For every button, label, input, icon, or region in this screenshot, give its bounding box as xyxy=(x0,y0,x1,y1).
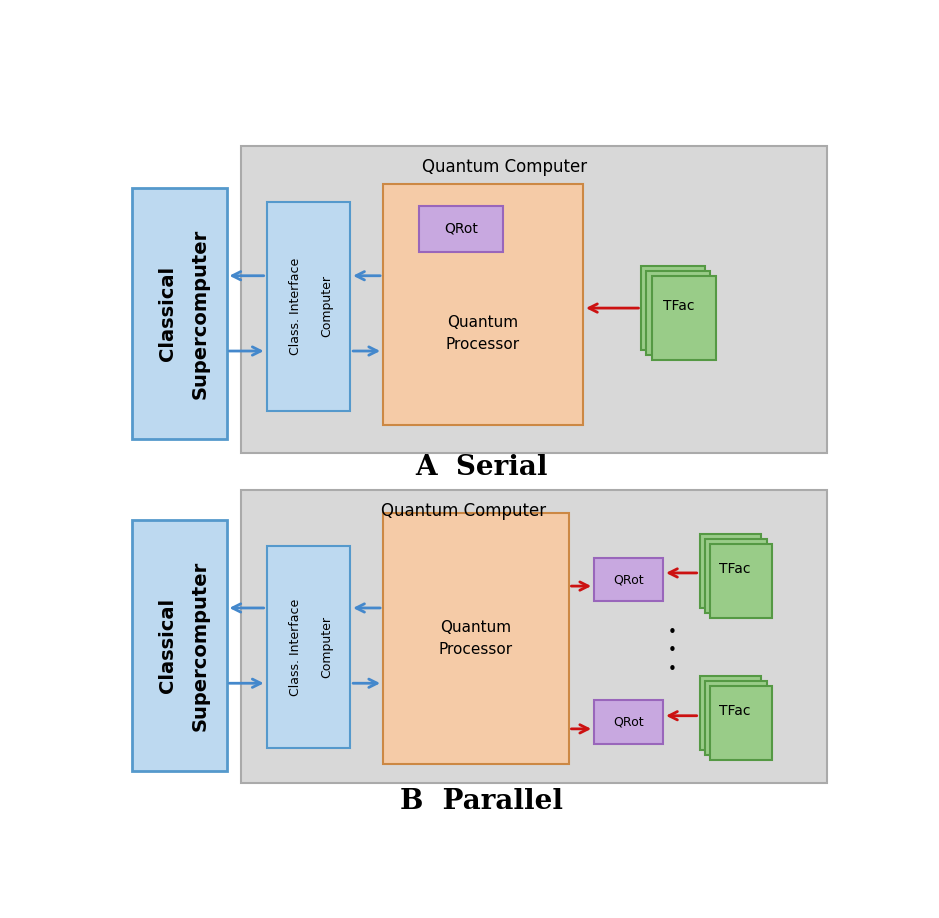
Text: QRot: QRot xyxy=(613,716,644,729)
Bar xyxy=(652,275,716,361)
Text: Quantum Computer: Quantum Computer xyxy=(423,158,587,176)
Bar xyxy=(131,188,226,439)
Bar xyxy=(383,513,569,764)
Bar xyxy=(594,700,663,744)
Text: Class. Interface: Class. Interface xyxy=(289,599,302,696)
Bar xyxy=(646,271,711,355)
Text: Quantum
Processor: Quantum Processor xyxy=(446,315,520,352)
Text: Computer: Computer xyxy=(320,616,333,678)
Bar xyxy=(241,145,827,453)
Text: Quantum Computer: Quantum Computer xyxy=(381,502,546,521)
Bar xyxy=(267,202,350,410)
Bar xyxy=(704,539,766,613)
Bar xyxy=(420,206,503,252)
Bar xyxy=(267,546,350,748)
Text: Quantum
Processor: Quantum Processor xyxy=(439,620,513,657)
Bar xyxy=(710,686,772,760)
Text: TFac: TFac xyxy=(719,562,750,577)
Text: B  Parallel: B Parallel xyxy=(400,788,562,815)
Text: •
•
•: • • • xyxy=(668,625,677,677)
Bar xyxy=(641,265,705,351)
Text: TFac: TFac xyxy=(719,703,750,718)
Text: Classical: Classical xyxy=(159,598,177,693)
Text: Computer: Computer xyxy=(320,275,333,337)
Bar xyxy=(700,676,762,750)
Text: Supercomputer: Supercomputer xyxy=(191,229,209,398)
Bar xyxy=(700,534,762,609)
Bar xyxy=(710,544,772,619)
Text: A  Serial: A Serial xyxy=(415,453,547,481)
Bar xyxy=(704,680,766,755)
Bar xyxy=(383,185,583,425)
Text: Class. Interface: Class. Interface xyxy=(289,258,302,355)
Text: TFac: TFac xyxy=(663,299,694,313)
Bar xyxy=(594,557,663,601)
Text: QRot: QRot xyxy=(444,221,478,236)
Bar xyxy=(131,521,226,771)
Text: Supercomputer: Supercomputer xyxy=(191,561,209,731)
Text: QRot: QRot xyxy=(613,573,644,586)
Text: Classical: Classical xyxy=(159,266,177,361)
Bar xyxy=(241,489,827,783)
